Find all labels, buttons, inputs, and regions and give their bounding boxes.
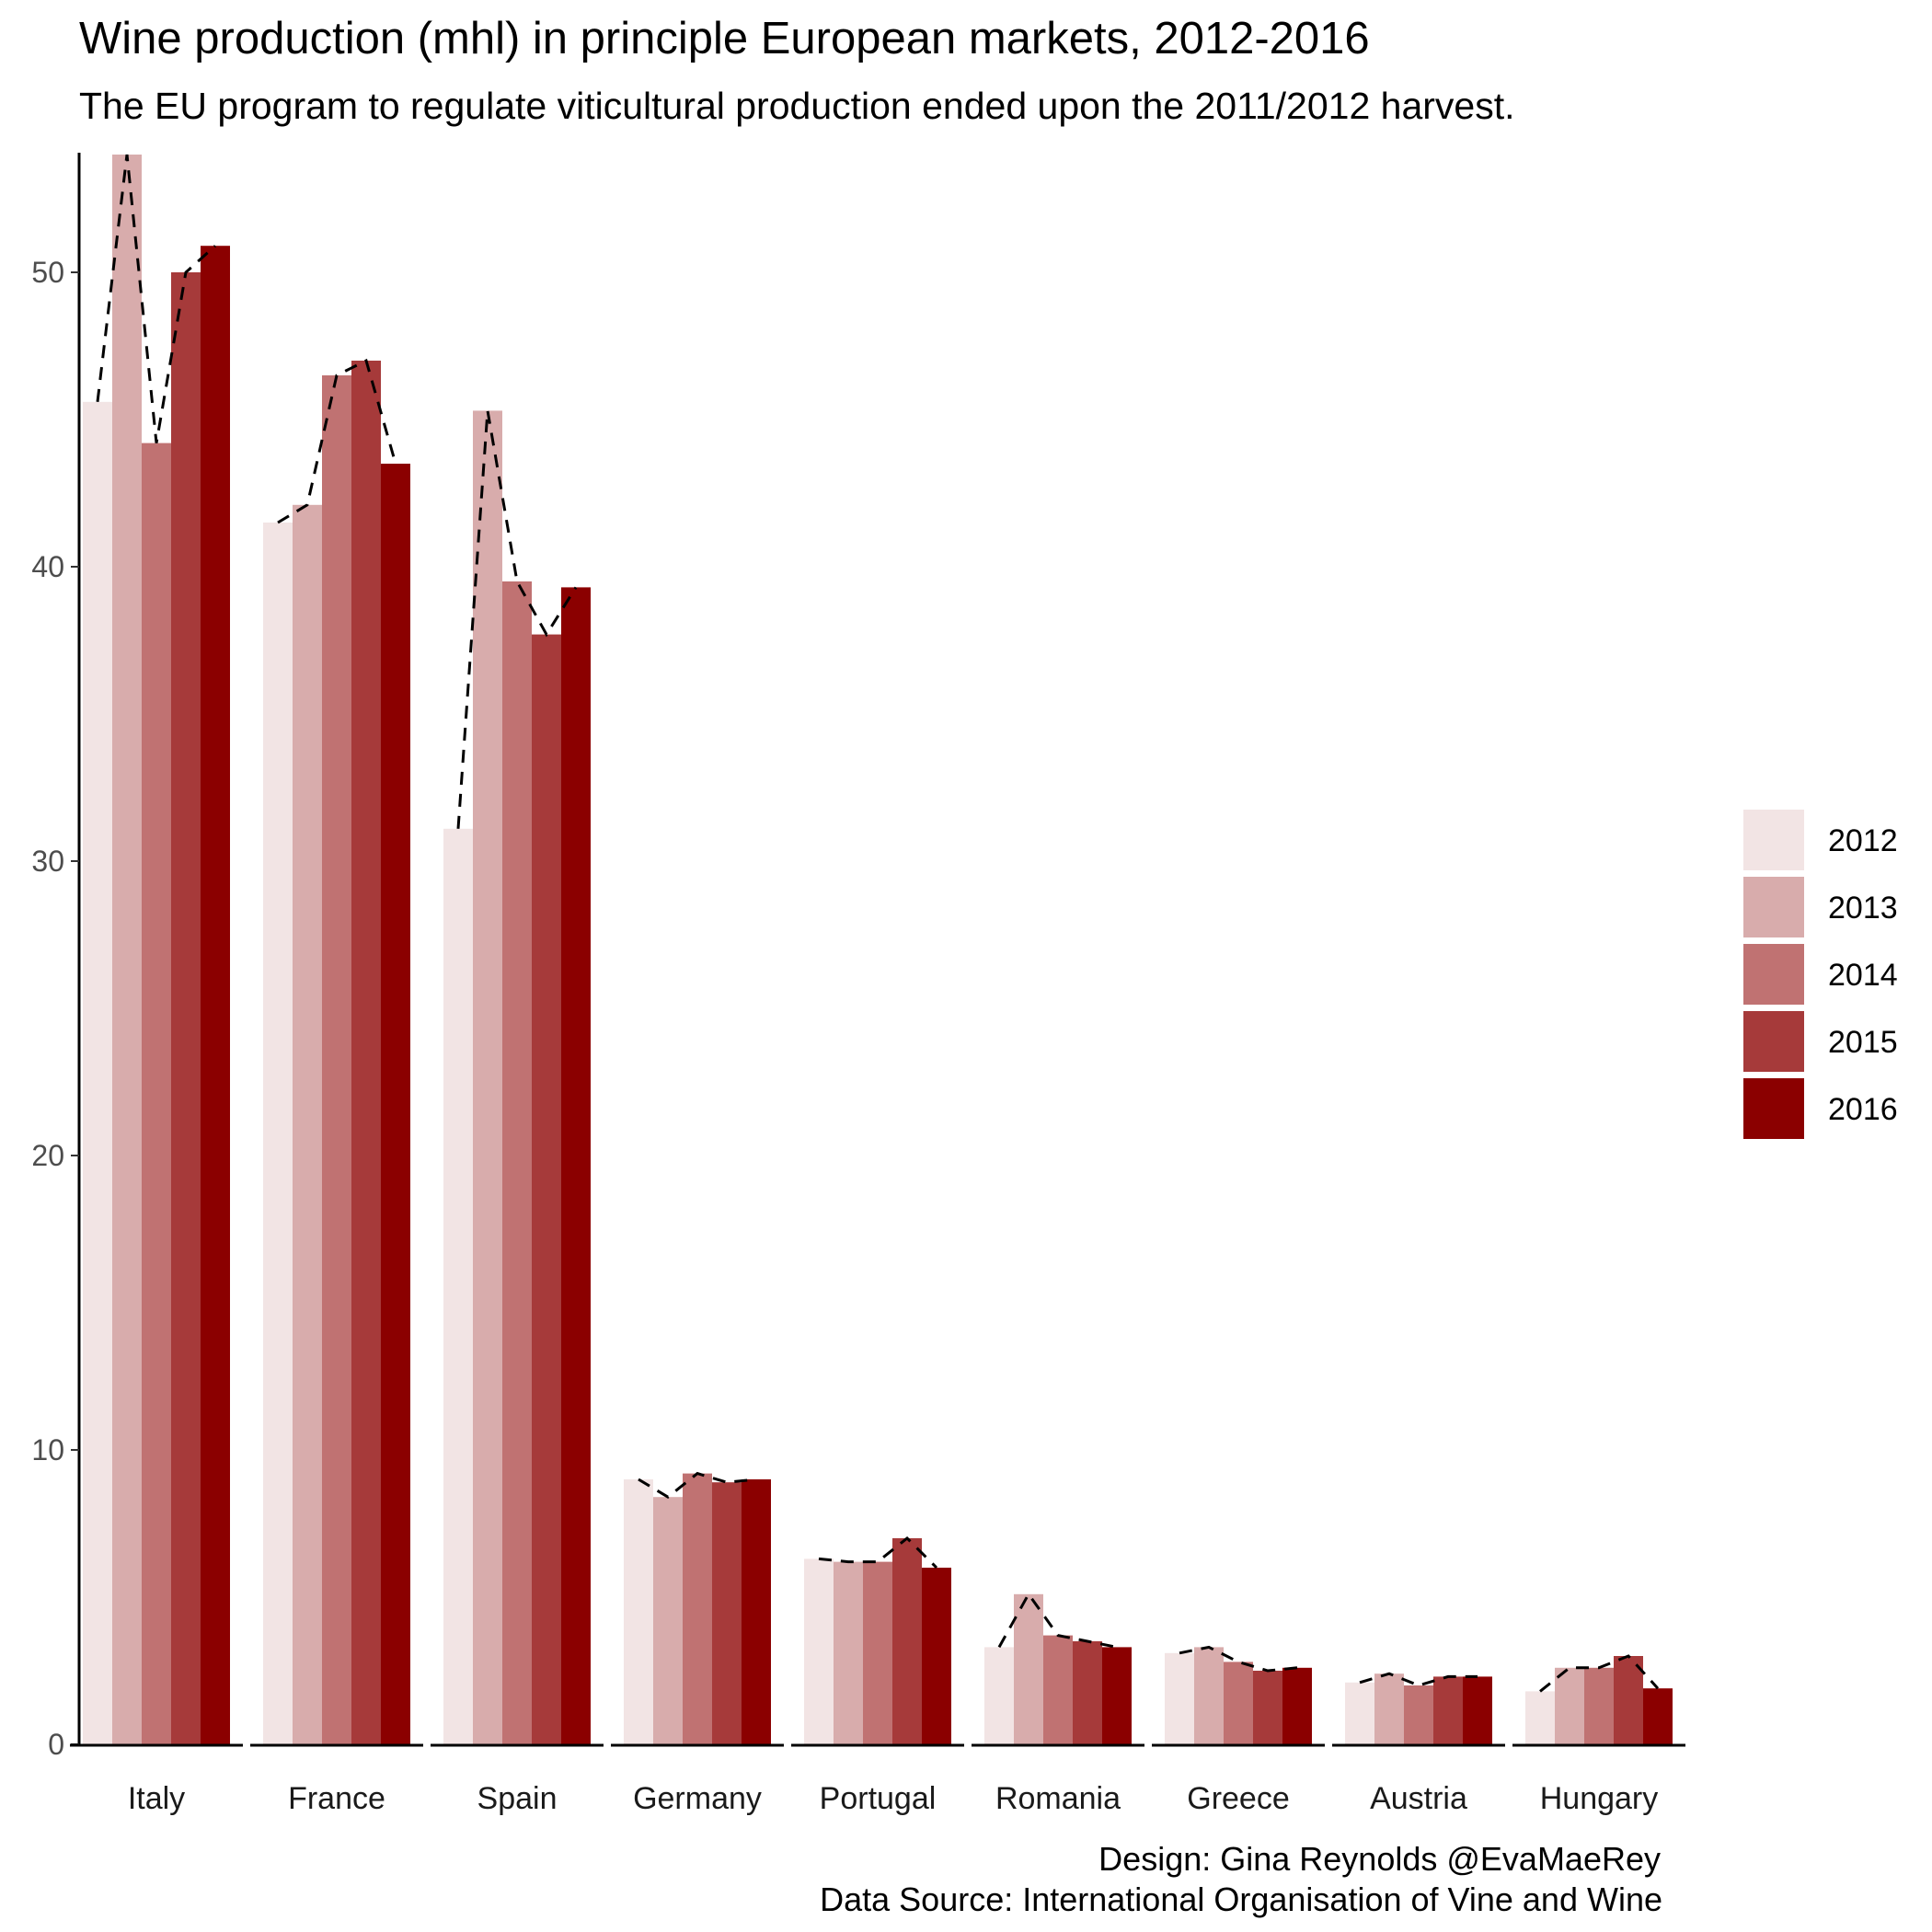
- y-tick-label: 50: [31, 256, 64, 289]
- bar-france-2014: [322, 375, 351, 1744]
- trend-line-germany: [638, 1471, 757, 1500]
- bar-france-2016: [381, 464, 410, 1744]
- x-tick-label: Romania: [995, 1781, 1121, 1816]
- bar-italy-2016: [201, 246, 230, 1745]
- bar-romania-2016: [1102, 1647, 1132, 1744]
- bar-hungary-2012: [1525, 1691, 1555, 1744]
- legend-label: 2013: [1828, 891, 1898, 926]
- legend-swatch-2014: [1743, 944, 1804, 1005]
- x-axis: Italy France Spain Germany Portugal Romania Gr…: [70, 1743, 1685, 1816]
- bar-italy-2013: [112, 155, 142, 1744]
- bar-spain-2016: [561, 587, 591, 1744]
- chart-title: Wine production (mhl) in principle Europ…: [79, 14, 1370, 63]
- bar-greece-2016: [1282, 1667, 1312, 1744]
- chart-subtitle: The EU program to regulate viticultural …: [79, 85, 1515, 127]
- bar-hungary-2013: [1555, 1667, 1584, 1744]
- bar-greece-2014: [1224, 1662, 1253, 1744]
- trend-lines-group: [96, 154, 1660, 1693]
- caption-source: Data Source: International Organisation …: [820, 1880, 1662, 1918]
- bar-hungary-2016: [1643, 1688, 1673, 1744]
- bar-spain-2014: [502, 581, 532, 1744]
- bar-italy-2014: [142, 443, 171, 1745]
- bar-romania-2015: [1073, 1641, 1102, 1744]
- caption-design: Design: Gina Reynolds @EvaMaeRey: [1098, 1840, 1661, 1878]
- bar-romania-2013: [1014, 1593, 1043, 1744]
- bar-austria-2016: [1463, 1676, 1492, 1744]
- x-tick-label: France: [288, 1781, 385, 1816]
- bar-italy-2015: [171, 272, 201, 1744]
- x-tick-label: Hungary: [1540, 1781, 1659, 1816]
- bar-greece-2015: [1253, 1671, 1282, 1744]
- y-tick-label: 10: [31, 1433, 64, 1466]
- bar-portugal-2013: [834, 1561, 863, 1744]
- bar-france-2015: [351, 361, 381, 1744]
- bar-austria-2013: [1374, 1673, 1404, 1744]
- legend-swatch-2013: [1743, 877, 1804, 937]
- x-tick-label: Portugal: [820, 1781, 937, 1816]
- x-tick-label: Austria: [1370, 1781, 1467, 1816]
- trend-line-spain: [456, 410, 578, 829]
- bar-germany-2013: [653, 1497, 683, 1744]
- bar-romania-2012: [984, 1647, 1014, 1744]
- bar-spain-2013: [473, 410, 502, 1744]
- x-tick-label: Greece: [1187, 1781, 1290, 1816]
- y-tick-label: 20: [31, 1139, 64, 1172]
- legend-label: 2015: [1828, 1025, 1898, 1060]
- bar-spain-2012: [443, 828, 473, 1744]
- bar-portugal-2016: [922, 1568, 951, 1744]
- bar-austria-2012: [1345, 1682, 1374, 1744]
- bar-germany-2015: [712, 1482, 742, 1744]
- legend-swatch-2012: [1743, 810, 1804, 870]
- legend-swatch-2015: [1743, 1011, 1804, 1072]
- bar-spain-2015: [532, 634, 561, 1744]
- bar-greece-2013: [1194, 1647, 1224, 1744]
- trend-line-france: [277, 358, 397, 524]
- legend: 2012 2013 2014 2015 2016: [1743, 810, 1898, 1139]
- trend-line-italy: [96, 154, 217, 443]
- trend-line-romania: [997, 1591, 1118, 1649]
- bar-germany-2014: [683, 1473, 712, 1744]
- bar-austria-2015: [1433, 1676, 1463, 1744]
- bar-romania-2014: [1043, 1635, 1073, 1744]
- legend-swatch-2016: [1743, 1078, 1804, 1139]
- bar-portugal-2014: [863, 1561, 892, 1744]
- trend-line-hungary: [1539, 1654, 1660, 1693]
- legend-label: 2016: [1828, 1092, 1898, 1127]
- trend-line-portugal: [818, 1535, 938, 1570]
- x-tick-label: Germany: [633, 1781, 762, 1816]
- bar-austria-2014: [1404, 1685, 1433, 1744]
- x-tick-label: Italy: [128, 1781, 185, 1816]
- bar-france-2012: [263, 523, 293, 1744]
- bar-germany-2016: [742, 1479, 771, 1744]
- bar-germany-2012: [624, 1479, 653, 1744]
- bars-group: [83, 155, 1673, 1745]
- bar-portugal-2012: [804, 1558, 834, 1744]
- y-tick-label: 30: [31, 845, 64, 878]
- y-axis: 0 10 20 30 40 50: [31, 153, 81, 1761]
- y-tick-label: 0: [48, 1728, 64, 1761]
- legend-label: 2012: [1828, 823, 1898, 858]
- bar-hungary-2014: [1584, 1667, 1614, 1744]
- bar-france-2013: [293, 504, 322, 1744]
- bar-portugal-2015: [892, 1538, 922, 1744]
- bar-greece-2012: [1165, 1652, 1194, 1744]
- y-tick-label: 40: [31, 550, 64, 583]
- x-tick-label: Spain: [477, 1781, 558, 1816]
- bar-italy-2012: [83, 401, 112, 1744]
- legend-label: 2014: [1828, 958, 1898, 993]
- bar-hungary-2015: [1614, 1656, 1643, 1744]
